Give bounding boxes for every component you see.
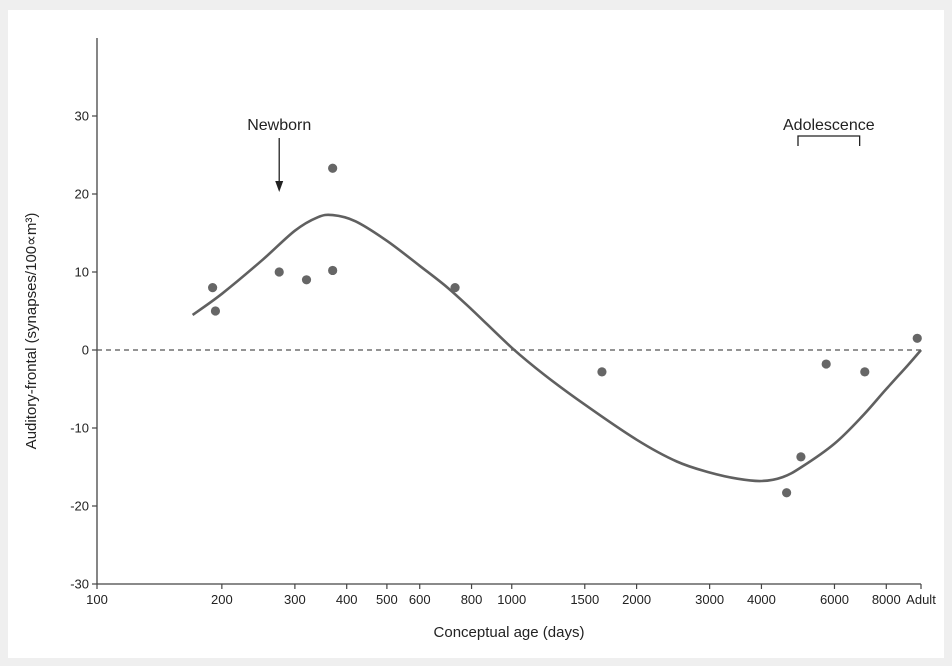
y-tick-label: -30 xyxy=(70,577,89,592)
y-tick-label: -10 xyxy=(70,421,89,436)
adolescence-label: Adolescence xyxy=(783,117,875,134)
adolescence-bracket xyxy=(797,135,861,146)
y-tick-label: 20 xyxy=(75,187,89,202)
data-point xyxy=(796,452,806,462)
y-axis-title: Auditory-frontal (synapses/100∝m³) xyxy=(23,213,40,450)
data-point xyxy=(597,367,607,377)
fit-curve xyxy=(191,213,922,483)
x-ticks: 100 200 300 400 500 600 800 1000 1500 2000 3000 400… xyxy=(86,584,936,607)
y-tick-label: 10 xyxy=(75,265,89,280)
x-tick-label: 800 xyxy=(461,592,483,607)
newborn-arrow-head xyxy=(275,181,284,192)
annotations: Newborn Adolescence xyxy=(247,117,875,192)
x-tick-label: 2000 xyxy=(622,592,651,607)
x-tick-label: 300 xyxy=(284,592,306,607)
x-tick-label: Adult xyxy=(906,592,936,607)
newborn-label: Newborn xyxy=(247,117,311,134)
x-tick-label: 1500 xyxy=(570,592,599,607)
data-points xyxy=(208,163,922,498)
x-tick-label: 600 xyxy=(409,592,431,607)
y-tick-label: -20 xyxy=(70,499,89,514)
x-tick-label: 1000 xyxy=(497,592,526,607)
y-tick-label: 30 xyxy=(75,109,89,124)
data-point xyxy=(328,265,338,276)
data-point xyxy=(301,275,312,285)
x-tick-label: 500 xyxy=(376,592,398,607)
x-tick-label: 6000 xyxy=(820,592,849,607)
data-point xyxy=(821,359,831,369)
x-tick-label: 400 xyxy=(336,592,358,607)
data-point xyxy=(274,267,284,277)
x-tick-label: 100 xyxy=(86,592,108,607)
data-point xyxy=(860,367,870,377)
data-point xyxy=(912,333,922,343)
y-ticks: -30 -20 -10 0 10 20 30 xyxy=(70,109,97,592)
data-point xyxy=(208,283,218,293)
x-tick-label: 3000 xyxy=(695,592,724,607)
data-point xyxy=(450,283,460,293)
x-tick-label: 200 xyxy=(211,592,233,607)
data-point xyxy=(782,488,792,498)
x-axis-title: Conceptual age (days) xyxy=(434,624,585,641)
data-point xyxy=(210,306,221,316)
y-tick-label: 0 xyxy=(82,343,89,358)
x-tick-label: 8000 xyxy=(872,592,901,607)
x-tick-label: 4000 xyxy=(747,592,776,607)
chart-figure: -30 -20 -10 0 10 20 30 100 200 300 400 500 600 800 10… xyxy=(8,10,944,658)
data-point xyxy=(328,163,338,173)
